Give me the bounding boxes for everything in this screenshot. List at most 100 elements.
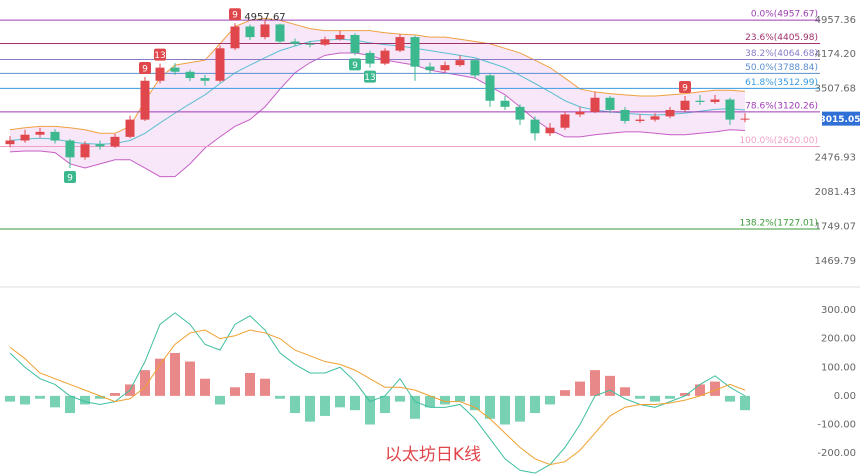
macd-bar [200, 378, 210, 396]
macd-line [9, 329, 746, 466]
candle-body [395, 37, 405, 51]
candle-body [440, 65, 450, 71]
fib-label: 0.0%(4957.67) [751, 10, 818, 20]
candle-body [215, 48, 225, 81]
td-marker-bg [349, 58, 361, 71]
macd-bar [710, 381, 720, 396]
y-tick-label: 2081.43 [815, 187, 856, 198]
fib-label: 138.2%(1727.01) [739, 219, 818, 229]
fib-label: 50.0%(3788.84) [745, 63, 818, 73]
macd-bar [605, 375, 615, 396]
candle-body [125, 119, 135, 137]
candle-body [170, 67, 180, 72]
candle-body [65, 140, 75, 158]
macd-bar [65, 395, 75, 414]
candle-body [560, 114, 570, 128]
candle-body [200, 78, 210, 81]
candle-body [725, 99, 735, 120]
macd-bar [725, 395, 735, 402]
candle-body [80, 144, 90, 158]
candle-body [140, 80, 150, 120]
candle-body [605, 97, 615, 110]
td-marker-bg [139, 62, 151, 75]
td-marker: 9 [232, 11, 238, 21]
candle-body [575, 111, 585, 115]
y-tick-label: 300.00 [821, 305, 856, 316]
candle-body [455, 60, 465, 66]
candle-body [695, 100, 705, 102]
macd-bar [665, 395, 675, 399]
candle-body [740, 118, 750, 120]
candle-body [485, 75, 495, 101]
fib-label: 61.8%(3512.99) [745, 78, 818, 88]
candle-body [305, 43, 315, 45]
macd-bar [320, 395, 330, 416]
macd-bar [650, 395, 660, 402]
td-marker: 9 [142, 65, 148, 75]
high-annotation: 4957.67 [244, 12, 285, 23]
macd-bar [485, 395, 495, 419]
fib-label: 38.2%(4064.68) [745, 49, 818, 59]
candle-body [470, 60, 480, 76]
macd-bar [575, 381, 585, 396]
y-tick-label: -200.00 [817, 448, 856, 459]
macd-bar [545, 395, 555, 405]
macd-bar [275, 395, 285, 399]
macd-bar [425, 395, 435, 408]
candle-body [710, 99, 720, 102]
candle-body [425, 66, 435, 71]
macd-bar [110, 393, 120, 396]
macd-bar [365, 395, 375, 425]
macd-bar [380, 395, 390, 414]
td-marker-bg [679, 80, 691, 93]
fib-label: 100.0%(2620.00) [739, 136, 818, 146]
bollinger-fill [10, 18, 745, 177]
macd-bar [635, 395, 645, 399]
macd-bar [440, 395, 450, 405]
macd-bar [5, 395, 15, 402]
macd-bar [620, 387, 630, 396]
y-tick-label: 100.00 [821, 362, 856, 373]
td-marker: 13 [154, 51, 165, 61]
macd-bar [155, 358, 165, 396]
macd-bar [230, 387, 240, 396]
fib-label: 23.6%(4405.98) [745, 33, 818, 43]
macd-bar [335, 395, 345, 408]
y-tick-label: 1469.79 [815, 256, 856, 267]
macd-bar [245, 372, 255, 396]
macd-bar [455, 395, 465, 402]
td-marker: 9 [67, 174, 73, 184]
y-tick-label: 4174.20 [815, 49, 856, 60]
candle-body [410, 37, 420, 67]
candle-body [260, 24, 270, 38]
y-tick-label: 2476.93 [815, 153, 856, 164]
price-tag: 3015.05 [820, 115, 860, 125]
y-tick-label: 4957.36 [815, 15, 856, 26]
macd-bar [410, 395, 420, 419]
td-marker-bg [64, 171, 76, 184]
candle-body [515, 106, 525, 120]
candle-body [380, 50, 390, 64]
candle-body [185, 71, 195, 79]
bollinger-lower [9, 52, 746, 178]
candle-body [365, 52, 375, 64]
macd-bar [740, 395, 750, 411]
candle-body [620, 109, 630, 121]
td-marker-bg [229, 8, 241, 21]
y-tick-label: 1749.07 [815, 222, 856, 233]
td-marker: 9 [352, 61, 358, 71]
macd-bar [350, 395, 360, 411]
y-tick-label: 0.00 [834, 391, 856, 402]
candle-body [290, 41, 300, 44]
candle-body [665, 109, 675, 117]
candle-body [530, 119, 540, 134]
macd-bar [395, 395, 405, 402]
macd-bar [35, 395, 45, 399]
macd-bar [305, 395, 315, 422]
macd-bar [260, 378, 270, 396]
candle-body [230, 26, 240, 49]
macd-bar [170, 352, 180, 396]
candle-body [245, 26, 255, 38]
macd-bar [695, 384, 705, 396]
